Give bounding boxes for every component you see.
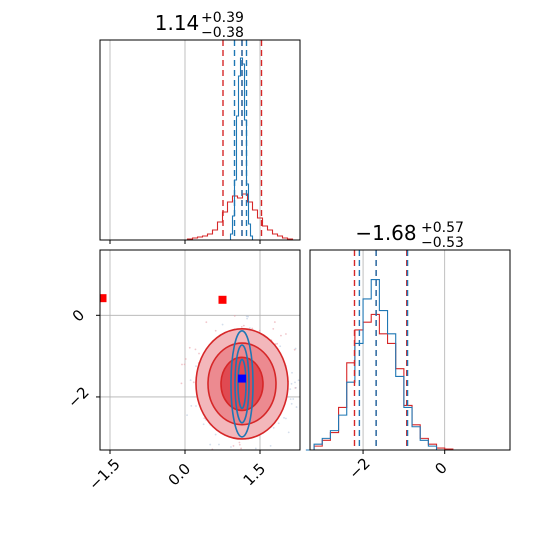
param-1-marginal-blue-histogram: [305, 279, 445, 451]
joint-sample-point: [240, 447, 243, 450]
param-1-marginal-frame: [309, 249, 511, 451]
joint-sample-point: [192, 381, 195, 384]
joint-sample-point: [273, 321, 276, 323]
joint-plot-area: [100, 294, 303, 458]
joint-x-tick-label-1: 0.0: [165, 460, 195, 490]
param-1-x-tick-label-1: 0: [431, 459, 450, 478]
joint-sample-point: [297, 379, 300, 382]
joint-sample-point: [205, 321, 208, 324]
joint-sample-point: [301, 398, 303, 400]
joint-sample-point: [272, 327, 275, 330]
joint-sample-point: [277, 422, 280, 425]
joint-sample-point: [295, 406, 298, 408]
joint-sample-point: [290, 382, 293, 385]
joint-sample-point: [198, 352, 200, 355]
joint-sample-point: [294, 381, 296, 384]
joint-y-tick-label-1: 0: [69, 306, 88, 325]
joint-red-contour-2: [220, 356, 264, 412]
joint-sample-point: [258, 329, 261, 332]
joint-sample-point: [287, 431, 290, 434]
joint-sample-point: [242, 324, 245, 327]
joint-sample-point: [184, 358, 187, 360]
joint-sample-point: [276, 342, 279, 345]
joint-y-tick-label-0: −2: [64, 383, 92, 411]
joint-sample-point: [245, 315, 248, 318]
joint-sample-point: [180, 382, 183, 385]
param-1-marginal-red-histogram: [305, 313, 462, 451]
joint-blue-contour-2: [230, 330, 254, 438]
title-param-1-value: −1.68: [355, 221, 416, 245]
joint-blue-contour-1: [234, 344, 250, 424]
joint-sample-point: [285, 333, 287, 335]
joint-sample-point: [289, 398, 292, 401]
param-1-x-tick-label-0: −2: [345, 454, 373, 482]
joint-sample-point: [243, 456, 245, 458]
joint-sample-point: [294, 347, 297, 350]
joint-sample-point: [230, 446, 232, 448]
title-param-0-value: 1.14: [155, 11, 200, 35]
joint-sample-point: [202, 423, 205, 426]
joint-x-tick-label-2: 1.5: [240, 460, 270, 490]
joint-blue-contour-0: [237, 358, 247, 410]
joint-sample-point: [289, 388, 292, 391]
joint-sample-point: [254, 447, 257, 450]
joint-sample-point: [241, 452, 243, 454]
joint-sample-point: [203, 417, 206, 420]
joint-sample-point: [292, 398, 295, 400]
joint-sample-point: [247, 315, 249, 318]
title-param-1-minus: −0.53: [421, 235, 464, 251]
joint-sample-point: [290, 402, 293, 405]
joint-sample-point: [214, 433, 217, 436]
param-0-marginal-blue-histogram: [228, 57, 255, 241]
joint-sample-point: [188, 346, 191, 349]
joint-marker-blue-0: [238, 374, 246, 383]
joint-sample-point: [272, 426, 275, 429]
joint-sample-point: [189, 379, 192, 382]
joint-sample-point: [269, 445, 272, 447]
joint-contour-panel: −1.5 0.0 1.5 −2 0: [64, 249, 303, 494]
joint-sample-point: [238, 443, 241, 446]
joint-sample-point: [283, 416, 285, 419]
joint-sample-point: [280, 334, 282, 337]
joint-sample-point: [214, 329, 217, 332]
joint-sample-point: [238, 441, 241, 444]
joint-sample-point: [291, 371, 293, 374]
param-0-marginal-frame: [99, 39, 301, 241]
title-param-1-plus: +0.57: [421, 220, 464, 236]
joint-sample-point: [181, 363, 183, 366]
joint-sample-point: [279, 345, 282, 348]
marginal-panel-param-0: [99, 39, 301, 244]
joint-sample-point: [194, 348, 197, 351]
joint-x-tick-label-0: −1.5: [85, 455, 123, 493]
joint-sample-point: [209, 443, 212, 446]
joint-sample-point: [251, 327, 254, 330]
joint-marker-red-1: [218, 295, 227, 304]
joint-sample-point: [284, 417, 287, 420]
joint-sample-point: [240, 325, 243, 328]
joint-sample-point: [186, 414, 188, 416]
joint-sample-point: [255, 454, 257, 456]
title-param-0-minus: −0.38: [201, 25, 244, 41]
joint-frame: [99, 249, 301, 451]
joint-marker-red-2: [100, 294, 107, 303]
joint-sample-point: [221, 323, 224, 326]
joint-sample-point: [295, 386, 297, 389]
joint-sample-point: [248, 327, 251, 329]
joint-sample-point: [233, 315, 236, 317]
title-param-0-plus: +0.39: [201, 10, 244, 26]
joint-sample-point: [190, 404, 193, 407]
joint-sample-point: [183, 363, 186, 366]
joint-sample-point: [218, 443, 220, 446]
joint-sample-point: [195, 365, 197, 368]
param-0-marginal-red-histogram: [177, 193, 298, 241]
joint-sample-point: [195, 405, 197, 407]
joint-sample-point: [246, 317, 248, 320]
marginal-panel-param-1: −2 0: [305, 249, 511, 483]
joint-sample-point: [232, 445, 235, 447]
